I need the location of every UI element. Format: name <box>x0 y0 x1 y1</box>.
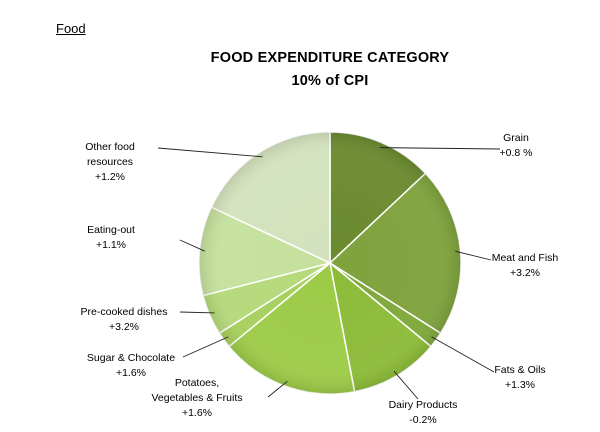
leader-line <box>182 336 229 358</box>
slice-label-change: +0.8 % <box>499 147 533 159</box>
slice-label: Grain +0.8 % <box>500 131 533 161</box>
leader-line <box>393 370 419 400</box>
slice-label: Fats & Oils +1.3% <box>494 363 545 393</box>
leader-line <box>157 147 263 158</box>
leader-line <box>455 250 492 261</box>
slice-label-name: Other food <box>85 141 135 153</box>
leader-line <box>379 147 501 150</box>
slice-label-change: +3.2% <box>108 321 140 333</box>
slice-label: Meat and Fish +3.2% <box>492 251 559 281</box>
slice-label: Other food resources +1.2% <box>85 140 135 185</box>
chart-subtitle: 10% of CPI <box>291 73 369 89</box>
leader-line <box>179 311 215 314</box>
slice-label-name: Fats & Oils <box>494 364 546 376</box>
section-label: Food <box>56 21 86 36</box>
slice-label-change: +1.6% <box>115 367 147 379</box>
slice-label-name: Grain <box>503 132 529 144</box>
slice-label: Eating-out +1.1% <box>87 223 135 253</box>
chart-title: FOOD EXPENDITURE CATEGORY <box>210 50 450 66</box>
slice-label-name: resources <box>86 156 134 168</box>
slice-label-change: +1.6% <box>181 407 213 419</box>
slice-label: Pre-cooked dishes +3.2% <box>81 305 168 335</box>
slice-label-name: Eating-out <box>87 224 135 236</box>
slice-label-name: Meat and Fish <box>491 252 559 264</box>
slice-label-name: Vegetables & Fruits <box>151 392 243 404</box>
leader-line <box>179 239 205 252</box>
slice-label: Sugar & Chocolate +1.6% <box>87 351 175 381</box>
slice-label: Dairy Products -0.2% <box>389 398 458 428</box>
slice-label-change: -0.2% <box>409 414 437 426</box>
slice-label-name: Dairy Products <box>388 399 458 411</box>
slice-label-change: +1.3% <box>504 379 536 391</box>
slice-label-change: +3.2% <box>509 267 541 279</box>
leader-line <box>267 380 288 398</box>
pie-shading <box>199 132 461 394</box>
slice-label-name: Potatoes, <box>174 377 220 389</box>
slice-label-name: Pre-cooked dishes <box>80 306 168 318</box>
leader-line <box>431 336 495 373</box>
slice-label-name: Sugar & Chocolate <box>86 352 176 364</box>
slice-label-change: +1.2% <box>94 171 126 183</box>
slice-label: Potatoes, Vegetables & Fruits +1.6% <box>151 376 242 421</box>
slice-label-change: +1.1% <box>95 239 127 251</box>
